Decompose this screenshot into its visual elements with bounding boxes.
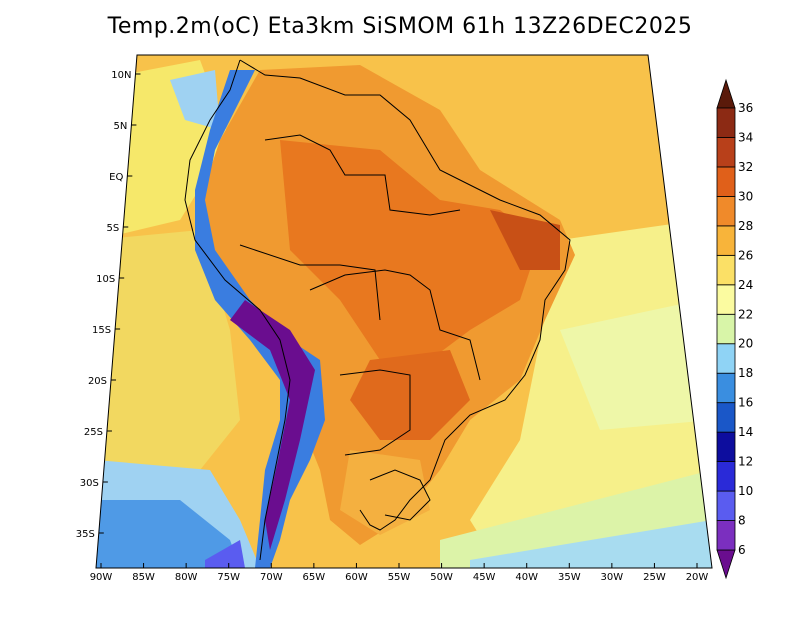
colorbar-label: 14	[738, 425, 753, 439]
colorbar-label: 6	[738, 543, 746, 557]
colorbar-swatch	[716, 225, 736, 256]
border-paraguay	[339, 369, 411, 456]
colorbar-label: 24	[738, 278, 753, 292]
lat-tick-label: 20S	[88, 376, 107, 387]
latitude-axis: 10N 5N EQ 5S 10S 15S 20S 25S 30S 35S	[76, 70, 141, 540]
colorbar-swatch	[716, 372, 736, 404]
colorbar-label: 36	[738, 101, 753, 115]
lon-tick-label: 55W	[388, 572, 411, 583]
lon-tick-label: 65W	[303, 572, 326, 583]
lon-tick-label: 25W	[643, 572, 666, 583]
colorbar-swatch	[716, 343, 736, 374]
colorbar-label: 28	[738, 219, 753, 233]
colorbar-swatch	[716, 461, 736, 492]
northeast-hottest	[490, 210, 560, 270]
temperature-field	[96, 55, 712, 568]
pacific-coastline	[184, 59, 291, 561]
lat-tick-label: 10S	[96, 274, 115, 285]
lon-tick-label: 45W	[473, 572, 496, 583]
colorbar-label: 26	[738, 248, 753, 262]
lon-tick-label: 75W	[217, 572, 240, 583]
border-uruguay	[369, 469, 431, 521]
colorbar-label: 16	[738, 396, 753, 410]
longitude-axis: 90W 85W 80W 75W 70W 65W 60W 55W 50W 45W 40W 35W 30W 2…	[90, 563, 709, 583]
lon-tick-label: 40W	[515, 572, 538, 583]
continent-hot	[280, 140, 540, 360]
lat-tick-label: 25S	[84, 427, 103, 438]
colorbar-label: 12	[738, 455, 753, 469]
border-north	[264, 134, 461, 216]
political-borders	[184, 59, 571, 561]
colorbar-label: 34	[738, 130, 753, 144]
lat-tick-label: 15S	[92, 325, 111, 336]
colorbar-label: 18	[738, 366, 753, 380]
lon-tick-label: 30W	[601, 572, 624, 583]
pacific-south-cold	[96, 500, 240, 568]
pacific-cold-spot	[170, 70, 220, 130]
map-frame	[95, 54, 713, 569]
colorbar-swatch	[716, 284, 736, 315]
colorbar-swatch	[716, 107, 736, 138]
colorbar-swatch	[716, 402, 736, 433]
colorbar-min-arrow	[716, 549, 736, 580]
south-atlantic-coldest	[470, 520, 712, 568]
border-peru-bolivia	[239, 244, 381, 321]
lon-tick-label: 35W	[558, 572, 581, 583]
lon-tick-label: 80W	[175, 572, 198, 583]
andes-coldest	[230, 300, 315, 550]
atlantic-cool-patch	[560, 300, 712, 430]
cold-patch-south	[205, 540, 245, 568]
lat-tick-label: 30S	[80, 478, 99, 489]
border-brazil-inner	[309, 269, 481, 381]
lon-tick-label: 70W	[260, 572, 283, 583]
colorbar-label: 20	[738, 337, 753, 351]
colorbar-swatch	[716, 195, 736, 227]
lat-tick-label: 35S	[76, 529, 95, 540]
colorbar-swatch	[716, 490, 736, 521]
colorbar-label: 22	[738, 307, 753, 321]
lat-tick-label: EQ	[109, 172, 123, 183]
colorbar-swatch	[716, 520, 736, 551]
lat-tick-label: 10N	[111, 70, 131, 81]
colorbar: 6 8 10 12 14 16 18 20 22 24 26 28 30 32 34 36	[716, 78, 753, 580]
colorbar-swatch	[716, 137, 736, 168]
lon-tick-label: 50W	[430, 572, 453, 583]
colorbar-label: 8	[738, 514, 746, 528]
colorbar-label: 32	[738, 160, 753, 174]
map-title: Temp.2m(oC) Eta3km SiSMOM 61h 13Z26DEC20…	[107, 14, 693, 39]
atlantic-coastline	[239, 59, 571, 531]
lat-tick-label: 5N	[114, 121, 128, 132]
colorbar-label: 30	[738, 189, 753, 203]
lon-tick-label: 85W	[132, 572, 155, 583]
colorbar-swatch	[716, 166, 736, 197]
colorbar-swatch	[716, 254, 736, 286]
pacific-central-zone	[96, 230, 240, 470]
colorbar-max-arrow	[716, 78, 736, 109]
colorbar-swatch	[716, 431, 736, 462]
lon-tick-label: 60W	[345, 572, 368, 583]
lon-tick-label: 90W	[90, 572, 113, 583]
colorbar-swatch	[716, 313, 736, 345]
lon-tick-label: 20W	[686, 572, 709, 583]
lat-tick-label: 5S	[107, 223, 120, 234]
colorbar-label: 10	[738, 484, 753, 498]
